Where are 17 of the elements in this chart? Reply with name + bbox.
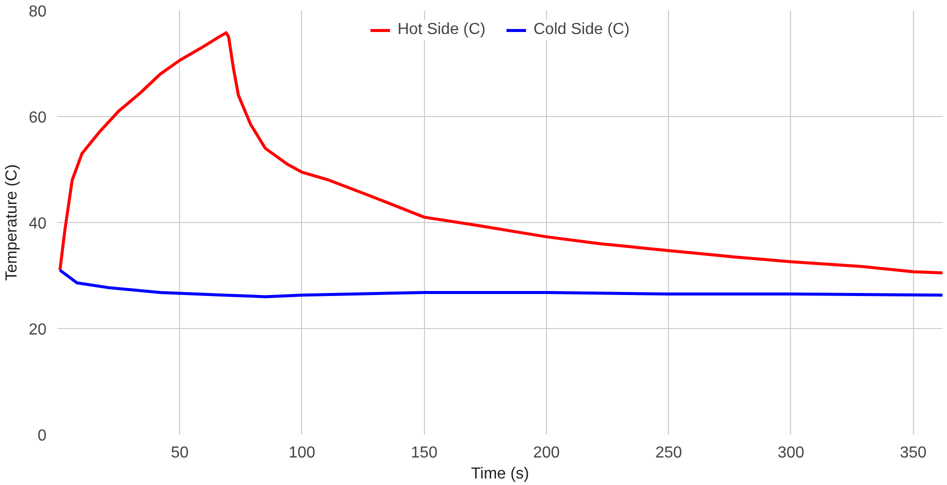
y-axis-title: Temperature (C) (4, 164, 21, 281)
x-tick-label: 350 (900, 444, 927, 462)
x-tick-label: 300 (778, 444, 804, 462)
y-tick-label: 80 (28, 4, 47, 20)
x-tick-label: 50 (170, 444, 189, 462)
x-tick-label: 150 (410, 444, 438, 462)
x-tick-label: 100 (288, 444, 316, 462)
y-tick-label: 40 (28, 216, 47, 232)
legend-label: Hot Side (C) (397, 21, 486, 39)
y-tick-label: 20 (28, 322, 47, 338)
x-tick-label: 200 (533, 444, 560, 462)
y-tick-label: 0 (38, 428, 47, 444)
x-axis-title: Time (s) (470, 466, 530, 482)
y-tick-label: 60 (28, 110, 47, 126)
x-tick-label: 250 (655, 444, 682, 462)
line-series (58, 268, 942, 298)
legend-label: Cold Side (C) (534, 21, 630, 39)
